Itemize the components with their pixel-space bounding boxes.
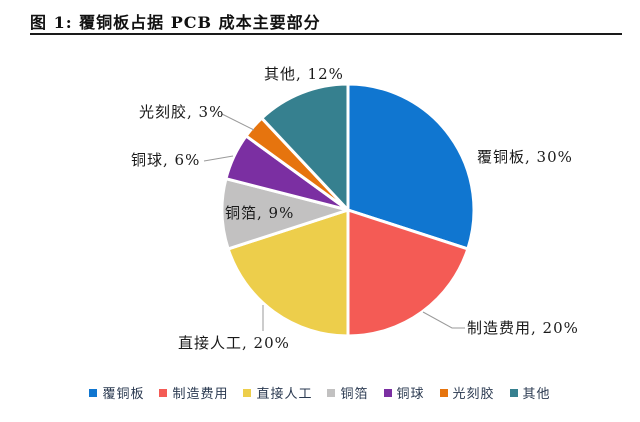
legend-swatch-直接人工 xyxy=(243,388,252,397)
slice-label-制造费用: 制造费用, 20% xyxy=(467,319,579,337)
legend-swatch-铜球 xyxy=(383,388,392,397)
legend-swatch-制造费用 xyxy=(159,388,168,397)
legend-label-直接人工: 直接人工 xyxy=(256,387,313,402)
slice-label-铜箔: 铜箔, 9% xyxy=(225,204,295,222)
legend-swatch-铜箔 xyxy=(327,388,336,397)
slice-label-直接人工: 直接人工, 20% xyxy=(178,334,290,352)
figure-title: 图 1: 覆铜板占据 PCB 成本主要部分 xyxy=(30,13,321,32)
legend-item-覆铜板: 覆铜板 xyxy=(89,383,144,402)
leader-line-制造费用 xyxy=(422,311,465,329)
legend-item-光刻胶: 光刻胶 xyxy=(439,383,495,402)
slice-label-光刻胶: 光刻胶, 3% xyxy=(139,103,225,121)
legend-label-光刻胶: 光刻胶 xyxy=(452,387,495,402)
legend-label-制造费用: 制造费用 xyxy=(172,387,229,402)
leader-line-铜球 xyxy=(203,155,234,162)
pie-slice-覆铜板 xyxy=(346,82,476,251)
legend-swatch-其他 xyxy=(509,388,518,397)
legend-item-铜箔: 铜箔 xyxy=(327,383,368,402)
pie-slice-直接人工 xyxy=(226,208,350,338)
pie-slice-其他 xyxy=(260,82,350,212)
title-divider xyxy=(30,33,622,35)
chart-legend: 覆铜板 制造费用 直接人工 铜箔 铜球 光刻胶 其他 xyxy=(0,383,640,402)
slice-label-覆铜板: 覆铜板, 30% xyxy=(477,148,573,166)
legend-item-直接人工: 直接人工 xyxy=(243,383,312,402)
legend-swatch-光刻胶 xyxy=(439,388,448,397)
slice-label-其他: 其他, 12% xyxy=(264,65,344,83)
legend-item-铜球: 铜球 xyxy=(383,383,425,402)
legend-label-其他: 其他 xyxy=(522,387,551,402)
legend-item-其他: 其他 xyxy=(509,383,551,402)
legend-label-铜箔: 铜箔 xyxy=(340,387,369,402)
slice-label-铜球: 铜球, 6% xyxy=(131,151,201,169)
leader-line-光刻胶 xyxy=(221,113,255,131)
legend-label-铜球: 铜球 xyxy=(396,387,425,402)
legend-label-覆铜板: 覆铜板 xyxy=(102,387,145,402)
legend-item-制造费用: 制造费用 xyxy=(159,383,228,402)
legend-swatch-覆铜板 xyxy=(89,388,98,397)
pie-slice-制造费用 xyxy=(346,208,470,338)
